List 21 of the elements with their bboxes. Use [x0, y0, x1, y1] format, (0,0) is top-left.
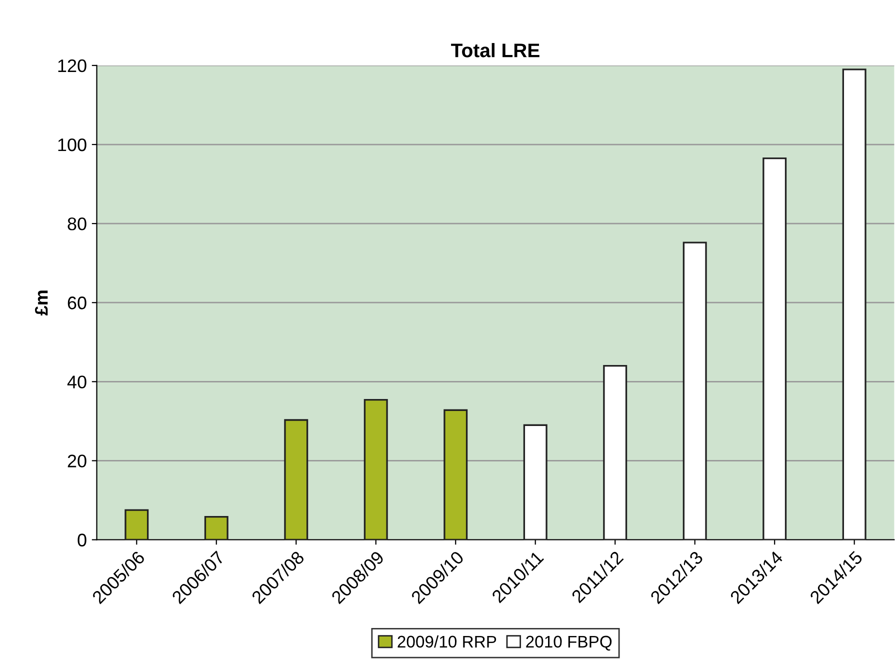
bar — [682, 242, 707, 540]
y-tick-label: 40 — [67, 376, 86, 388]
bar — [444, 409, 468, 540]
y-tick-label: 120 — [58, 59, 86, 72]
chart-title: Total LRE — [451, 43, 540, 58]
y-tick-label: 100 — [58, 138, 86, 152]
bar — [842, 68, 866, 540]
bar — [523, 424, 548, 540]
y-tick-label: 20 — [68, 454, 86, 468]
y-axis-title: £m — [35, 290, 48, 316]
y-tick-label: 60 — [68, 296, 86, 310]
bar — [762, 158, 787, 540]
legend-label: 2010 FBPQ — [526, 636, 612, 651]
bar — [364, 398, 388, 540]
y-tick-label: 0 — [78, 534, 86, 546]
bar — [204, 516, 228, 540]
y-tick-label: 80 — [68, 217, 86, 230]
bar — [284, 419, 308, 540]
legend-label: 2009/10 RRP — [398, 635, 496, 648]
bar — [124, 509, 149, 540]
bar — [603, 365, 628, 540]
